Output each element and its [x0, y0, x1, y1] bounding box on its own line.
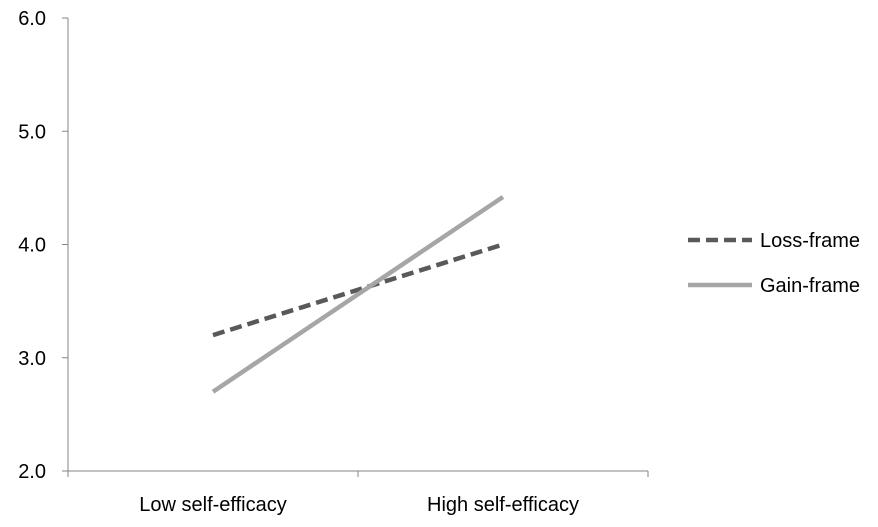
- axes: 2.0 3.0 4.0 5.0 6.0 Low self-efficacy High sel…: [18, 8, 648, 516]
- y-tick-label: 2.0: [18, 461, 46, 483]
- y-tick-label: 6.0: [18, 8, 46, 30]
- legend-label: Loss-frame: [760, 230, 860, 252]
- legend-label: Gain-frame: [760, 275, 860, 297]
- x-tick-label: High self-efficacy: [427, 494, 579, 516]
- y-tick-label: 3.0: [18, 348, 46, 370]
- y-tick-label: 5.0: [18, 121, 46, 143]
- series-line-gain-frame: [213, 197, 503, 392]
- x-tick-label: Low self-efficacy: [139, 494, 286, 516]
- legend: Loss-frame Gain-frame: [688, 230, 860, 297]
- y-tick-label: 4.0: [18, 235, 46, 257]
- series-layer: [213, 197, 503, 392]
- series-line-loss-frame: [213, 245, 503, 336]
